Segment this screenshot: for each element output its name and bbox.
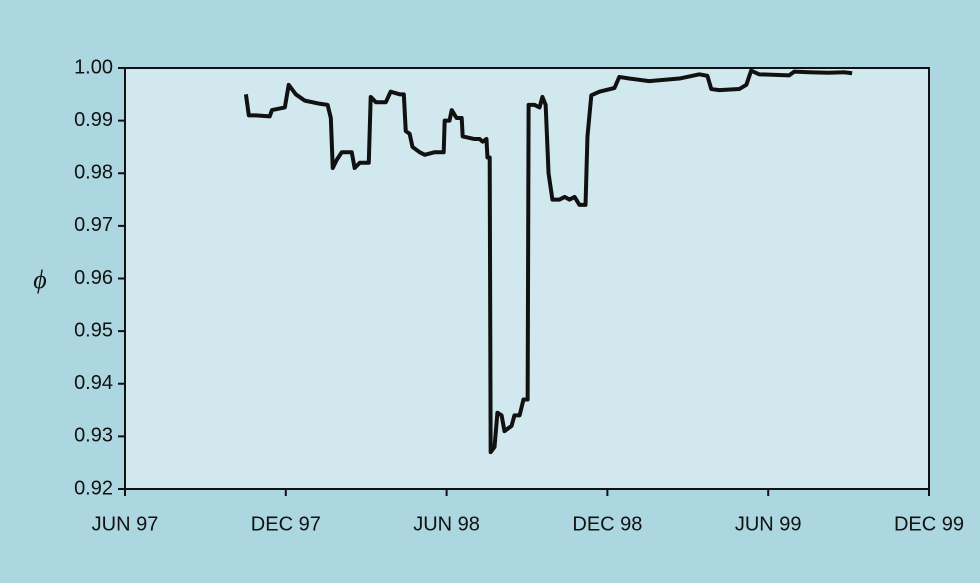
y-tick-label: 0.98 xyxy=(74,162,113,184)
y-tick-label: 0.94 xyxy=(74,372,113,394)
y-tick-label: 0.97 xyxy=(74,214,113,236)
y-tick-label: 0.99 xyxy=(74,109,113,131)
y-tick-label: 0.95 xyxy=(74,319,113,341)
x-tick-label: JUN 98 xyxy=(413,513,480,535)
y-axis-label: ϕ xyxy=(33,265,46,294)
y-tick-label: 1.00 xyxy=(74,56,113,78)
x-tick-label: JUN 97 xyxy=(92,513,159,535)
y-tick-label: 0.92 xyxy=(74,477,113,499)
x-tick-label: DEC 99 xyxy=(894,513,964,535)
y-tick-label: 0.96 xyxy=(74,267,113,289)
plot-frame xyxy=(124,67,930,490)
x-tick-label: DEC 98 xyxy=(572,513,642,535)
y-tick-label: 0.93 xyxy=(74,425,113,447)
x-tick-label: DEC 97 xyxy=(251,513,321,535)
data-line xyxy=(243,68,853,455)
x-tick-label: JUN 99 xyxy=(735,513,802,535)
